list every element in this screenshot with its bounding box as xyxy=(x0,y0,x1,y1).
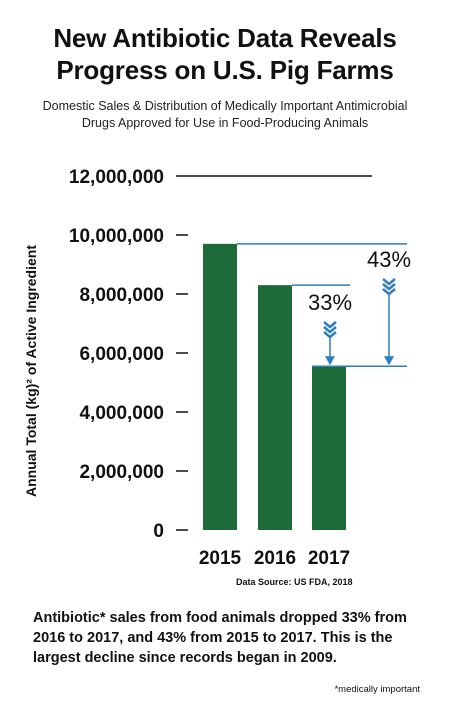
annotation-arrow-1-chevron-1 xyxy=(382,283,396,291)
bar-2017 xyxy=(312,366,346,530)
annotation-arrow-1-chevron-0 xyxy=(382,278,396,286)
x-axis: 2015 2016 2017 xyxy=(199,548,350,569)
y-tick-label-6: 12,000,000 xyxy=(69,167,164,188)
y-tick-label-2: 4,000,000 xyxy=(79,403,164,424)
bar-2015 xyxy=(203,243,237,530)
y-axis-label: Annual Total (kg)² of Active Ingredient xyxy=(23,245,39,497)
x-tick-label-2016: 2016 xyxy=(254,548,296,569)
annotation-arrowhead-0 xyxy=(325,356,335,366)
y-tick-label-0: 0 xyxy=(153,521,164,542)
summary-text: Antibiotic* sales from food animals drop… xyxy=(33,610,407,666)
annotation-arrow-1 xyxy=(382,278,396,296)
y-tick-label-5: 10,000,000 xyxy=(69,226,164,247)
annotations: 33% 43% xyxy=(237,243,411,368)
annotation-label-0: 33% xyxy=(308,290,352,315)
y-axis: 0 2,000,000 4,000,000 6,000,000 8,000,000 10,… xyxy=(69,167,372,542)
x-tick-label-2015: 2015 xyxy=(199,548,242,569)
x-tick-label-2017: 2017 xyxy=(308,548,350,569)
annotation-label-1: 43% xyxy=(367,247,411,272)
chart-subtitle: Domestic Sales & Distribution of Medical… xyxy=(42,99,408,130)
footnote-mark: *medically important xyxy=(334,684,420,695)
bar-2016 xyxy=(258,285,292,530)
annotation-arrow-0 xyxy=(323,321,337,339)
bar-chart: 0 2,000,000 4,000,000 6,000,000 8,000,000 10,… xyxy=(23,167,411,587)
data-source: Data Source: US FDA, 2018 xyxy=(236,577,353,587)
annotation-arrow-0-chevron-0 xyxy=(323,321,337,329)
annotation-arrow-0-chevron-1 xyxy=(323,326,337,334)
y-tick-label-4: 8,000,000 xyxy=(79,285,164,306)
annotation-arrowhead-1 xyxy=(384,356,394,366)
y-tick-label-1: 2,000,000 xyxy=(79,462,164,483)
page-title: New Antibiotic Data Reveals Progress on … xyxy=(53,23,397,85)
y-tick-label-3: 6,000,000 xyxy=(79,344,164,365)
bars xyxy=(203,243,346,530)
